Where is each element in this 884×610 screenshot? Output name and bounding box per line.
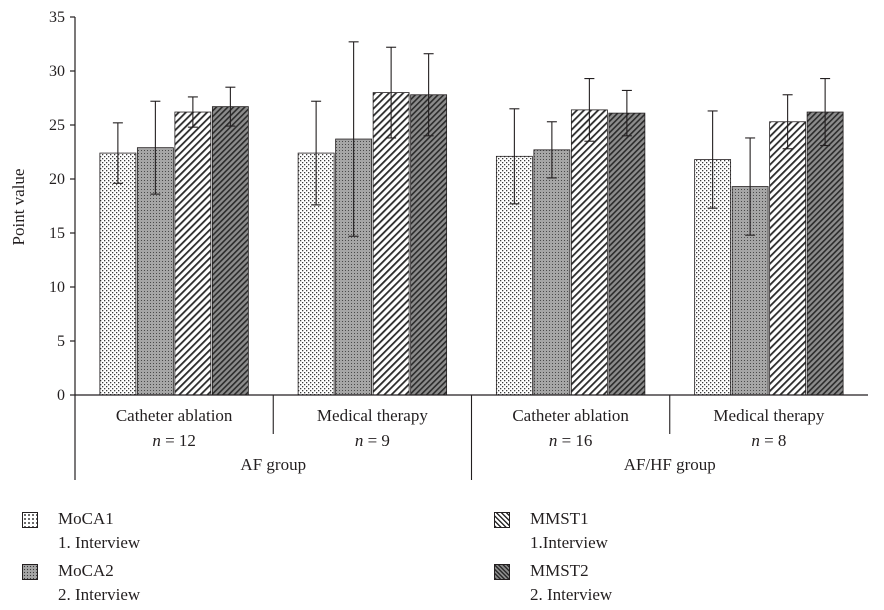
bar-mmst2 (608, 112, 646, 396)
y-tick-label: 30 (49, 63, 65, 80)
bar-mmst1 (174, 111, 212, 396)
legend-series-subtitle: 1. Interview (58, 533, 141, 552)
category-n-label: n = 9 (355, 431, 390, 450)
n-symbol: n (751, 431, 764, 450)
n-symbol: n (355, 431, 368, 450)
legend-series-subtitle: 1.Interview (530, 533, 608, 552)
n-value: = 16 (562, 431, 593, 450)
legend-swatch (22, 564, 38, 580)
y-axis-label: Point value (9, 169, 28, 246)
legend-item-moca1: MoCA1 1. Interview (22, 508, 322, 556)
legend-swatch (494, 512, 510, 528)
category-label: Catheter ablation (512, 406, 629, 425)
legend-series-name: MoCA2 (58, 561, 114, 580)
n-value: = 9 (368, 431, 390, 450)
legend-item-mmst2: MMST2 2. Interview (494, 560, 794, 608)
legend-series-subtitle: 2. Interview (58, 585, 141, 604)
bar-mmst1 (570, 109, 608, 396)
y-tick-label: 15 (49, 225, 65, 242)
category-label: Catheter ablation (116, 406, 233, 425)
n-symbol: n (549, 431, 562, 450)
category-n-label: n = 16 (549, 431, 593, 450)
category-n-label: n = 12 (152, 431, 196, 450)
legend-swatch (22, 512, 38, 528)
n-symbol: n (152, 431, 165, 450)
legend-series-name: MoCA1 (58, 509, 114, 528)
y-tick-label: 25 (49, 117, 65, 134)
n-value: = 12 (165, 431, 196, 450)
y-tick-label: 10 (49, 279, 65, 296)
bar-mmst2 (410, 94, 448, 396)
y-tick-label: 0 (57, 387, 65, 404)
legend-series-subtitle: 2. Interview (530, 585, 613, 604)
group-label: AF/HF group (624, 455, 716, 474)
bar-moca1 (99, 152, 137, 396)
bar-mmst1 (769, 121, 807, 396)
legend-item-mmst1: MMST1 1.Interview (494, 508, 794, 556)
category-n-label: n = 8 (751, 431, 786, 450)
legend-item-moca2: MoCA2 2. Interview (22, 560, 322, 608)
legend-series-name: MMST2 (530, 561, 589, 580)
y-tick-label: 20 (49, 171, 65, 188)
category-label: Medical therapy (713, 406, 824, 425)
group-label: AF group (240, 455, 306, 474)
legend-series-name: MMST1 (530, 509, 589, 528)
y-axis-title: Point value (9, 169, 28, 246)
bar-mmst2 (211, 106, 249, 396)
y-tick-label: 5 (57, 333, 65, 350)
n-value: = 8 (764, 431, 786, 450)
bar-mmst2 (806, 111, 844, 396)
bar-mmst1 (372, 92, 410, 396)
y-tick-label: 35 (49, 9, 65, 26)
category-label: Medical therapy (317, 406, 428, 425)
legend-swatch (494, 564, 510, 580)
